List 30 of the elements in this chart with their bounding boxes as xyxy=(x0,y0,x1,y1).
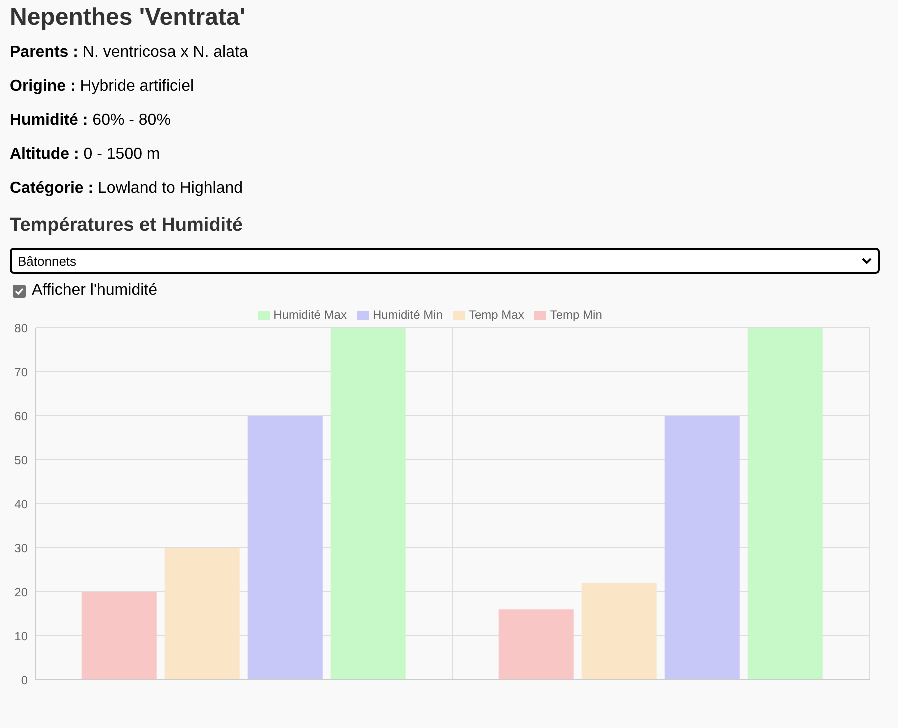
bar xyxy=(164,548,240,680)
y-tick-label: 10 xyxy=(14,629,28,644)
chart-subtitle: Températures et Humidité xyxy=(10,214,244,238)
dropdown-field: Bâtonnets xyxy=(10,248,880,274)
y-tick-label: 60 xyxy=(14,409,28,424)
legend-label: Temp Min xyxy=(550,308,602,322)
chart-title: Nepenthes 'Ventrata' xyxy=(10,3,246,33)
text: Humidité : 60% - 80% xyxy=(10,111,172,131)
text: Altitude : 0 - 1500 m xyxy=(10,145,162,165)
legend-label: Temp Max xyxy=(469,308,524,322)
text: Catégorie : Lowland to Highland xyxy=(10,179,244,199)
bar xyxy=(498,610,574,680)
legend-label: Humidité Min xyxy=(372,308,443,322)
y-tick-label: 30 xyxy=(14,541,28,556)
bar xyxy=(82,592,157,680)
text: Afficher l'humidité xyxy=(32,282,158,300)
text: Parents : N. ventricosa x N. alata xyxy=(10,43,250,63)
y-tick-label: 40 xyxy=(14,497,28,512)
y-tick-label: 0 xyxy=(21,673,28,688)
y-tick-label: 50 xyxy=(14,453,28,468)
bar xyxy=(248,416,323,680)
bar xyxy=(664,416,740,680)
y-tick-label: 80 xyxy=(14,321,28,336)
bar xyxy=(330,328,406,680)
legend-label: Humidité Max xyxy=(274,308,347,322)
text: Origine : Hybride artificiel xyxy=(10,77,196,97)
y-tick-label: 20 xyxy=(14,585,28,600)
bar xyxy=(748,328,823,680)
bar xyxy=(582,583,657,680)
y-tick-label: 70 xyxy=(14,365,28,380)
